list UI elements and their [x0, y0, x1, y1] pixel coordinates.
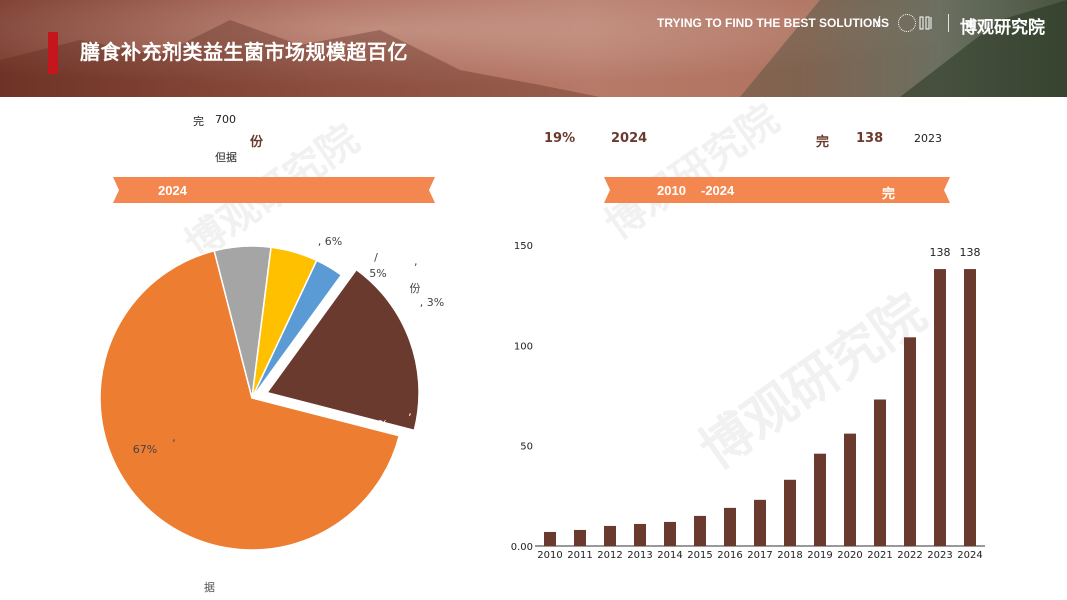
y-tick-label: 150 — [514, 241, 533, 252]
pie-slice-label: , 3% — [420, 296, 444, 309]
bar — [784, 479, 796, 546]
x-tick-label: 2022 — [897, 550, 922, 561]
left-note-1a: 完 — [193, 115, 204, 128]
pie-slice-name: , — [408, 405, 412, 418]
right-banner-text-c: 完 — [882, 186, 896, 201]
bar — [874, 399, 886, 546]
x-tick-label: 2015 — [687, 550, 712, 561]
right-note-d: 138 — [856, 131, 884, 146]
y-tick-label: 50 — [520, 442, 533, 453]
pie-extra-mark: , — [414, 255, 418, 268]
x-tick-label: 2020 — [837, 550, 862, 561]
x-tick-label: 2016 — [717, 550, 742, 561]
right-banner-text-a: 2010 — [657, 183, 686, 198]
pie-slice-label: 19% — [364, 418, 388, 431]
logo-mark-icon — [918, 14, 936, 32]
x-tick-label: 2023 — [927, 550, 952, 561]
y-tick-label: 100 — [514, 341, 533, 352]
watermark: 博观研究院 — [596, 95, 788, 249]
x-tick-label: 2013 — [627, 550, 652, 561]
tagline-separator: / — [876, 15, 881, 30]
pie-chart: 19%, 67%, , 6% 5% / , 3%份, — [99, 235, 444, 551]
bar — [814, 453, 826, 546]
pie-slice — [251, 259, 343, 399]
bar — [604, 525, 616, 546]
right-note-b: 2024 — [611, 131, 648, 146]
source-note: 据 — [204, 581, 215, 594]
bar — [664, 521, 676, 546]
pie-slice-name: / — [374, 251, 378, 264]
right-note-e: 2023 — [914, 132, 942, 145]
x-tick-label: 2018 — [777, 550, 802, 561]
pie-slice — [265, 268, 420, 432]
bar — [634, 523, 646, 546]
left-note-2: 份 — [250, 135, 264, 150]
brand-name: 博观研究院 — [960, 18, 1045, 38]
logo-divider — [948, 14, 949, 32]
bar-data-label: 138 — [930, 246, 951, 259]
left-banner-text: 2024 — [158, 183, 187, 198]
right-banner-text-b: -2024 — [701, 183, 735, 198]
pie-slice-name: , — [172, 431, 176, 444]
left-note-1b: 700 — [215, 113, 236, 126]
pie-slice-label: 5% — [369, 267, 386, 280]
y-tick-label: 0.00 — [511, 542, 533, 553]
title-accent-bar — [48, 32, 58, 74]
bar — [844, 433, 856, 546]
pie-slice — [99, 249, 401, 551]
tagline: TRYING TO FIND THE BEST SOLUTIONS — [657, 16, 890, 30]
header-banner: 膳食补充剂类益生菌市场规模超百亿 TRYING TO FIND THE BEST… — [0, 0, 1067, 97]
bar — [754, 499, 766, 546]
right-note-c: 完 — [816, 135, 830, 150]
bar — [964, 269, 976, 546]
x-tick-label: 2011 — [567, 550, 592, 561]
header-haze — [0, 0, 1067, 97]
x-tick-label: 2014 — [657, 550, 682, 561]
logo-circle-icon — [898, 14, 916, 32]
x-tick-label: 2024 — [957, 550, 982, 561]
mountain-ridge — [0, 0, 1067, 97]
bar — [574, 529, 586, 546]
x-tick-label: 2021 — [867, 550, 892, 561]
bar-chart: 0.00 50 100 150 2010 2011 2012 2013 2014 2015 2016… — [511, 241, 985, 561]
bar — [724, 507, 736, 546]
pie-slice-label: , 6% — [318, 235, 342, 248]
left-note-3: 但据 — [215, 151, 237, 164]
left-section-banner: 2024 — [113, 177, 435, 203]
bar — [934, 269, 946, 546]
right-note-a: 19% — [544, 131, 576, 146]
bar — [904, 337, 916, 546]
x-tick-label: 2010 — [537, 550, 562, 561]
bar — [544, 531, 556, 546]
x-tick-label: 2019 — [807, 550, 832, 561]
pie-slice-label: 67% — [133, 443, 157, 456]
bar-data-label: 138 — [960, 246, 981, 259]
pie-slice-name: 份 — [410, 282, 421, 295]
x-tick-label: 2017 — [747, 550, 772, 561]
x-tick-label: 2012 — [597, 550, 622, 561]
page-title: 膳食补充剂类益生菌市场规模超百亿 — [80, 40, 408, 64]
right-section-banner: 2010 -2024 完 — [604, 177, 950, 203]
bar — [694, 515, 706, 546]
